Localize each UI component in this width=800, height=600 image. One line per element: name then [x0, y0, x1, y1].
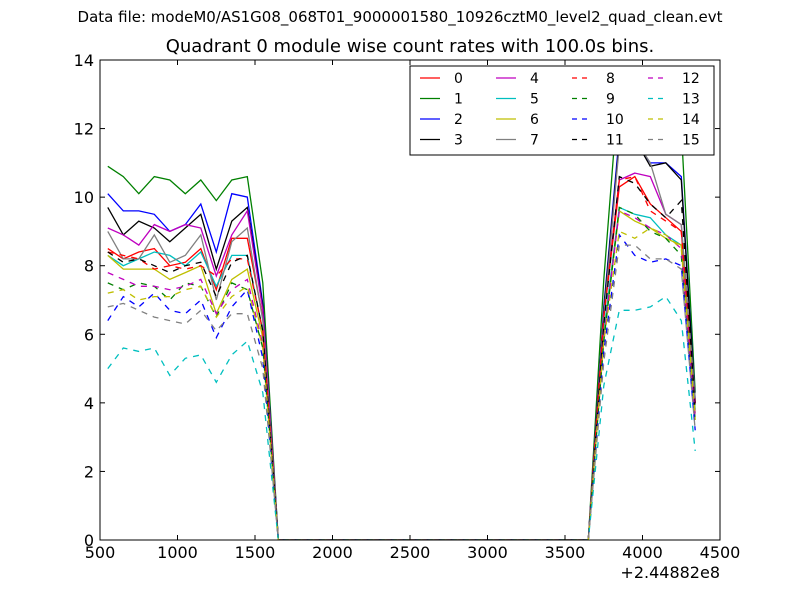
- x-tick-label: 2500: [390, 543, 431, 562]
- legend-label-13: 13: [682, 92, 700, 108]
- legend-label-12: 12: [682, 71, 700, 87]
- series-line-9: [107, 206, 696, 540]
- legend-label-7: 7: [530, 133, 539, 149]
- series-line-4: [107, 172, 696, 540]
- legend-label-9: 9: [606, 92, 615, 108]
- series-line-5: [107, 206, 696, 540]
- figure-suptitle: Data file: modeM0/AS1G08_068T01_90000015…: [77, 8, 723, 26]
- legend-label-6: 6: [530, 112, 539, 128]
- x-tick-label: 3500: [545, 543, 586, 562]
- legend-frame: [409, 65, 715, 156]
- x-tick-label: 1000: [157, 543, 198, 562]
- legend-label-4: 4: [530, 71, 539, 87]
- legend-label-8: 8: [606, 71, 615, 87]
- series-line-6: [107, 209, 696, 540]
- legend-label-10: 10: [606, 112, 624, 128]
- y-tick-label: 4: [84, 394, 94, 413]
- x-tick-label: 4500: [700, 543, 741, 562]
- y-tick-label: 8: [84, 257, 94, 276]
- series-line-2: [107, 134, 696, 540]
- y-tick-label: 6: [84, 325, 94, 344]
- x-tick-label: 1500: [235, 543, 276, 562]
- legend-label-11: 11: [606, 133, 624, 149]
- chart-title: Quadrant 0 module wise count rates with …: [165, 36, 655, 57]
- y-tick-label: 14: [74, 51, 94, 70]
- y-tick-label: 10: [74, 188, 94, 207]
- x-tick-label: 2000: [312, 543, 353, 562]
- series-line-11: [107, 175, 696, 540]
- y-tick-label: 2: [84, 462, 94, 481]
- y-tick-label: 12: [74, 120, 94, 139]
- series-line-14: [107, 227, 696, 540]
- x-tick-label: 500: [85, 543, 116, 562]
- legend-label-3: 3: [454, 133, 463, 149]
- x-axis-offset-label: +2.44882e8: [620, 563, 720, 582]
- legend-label-5: 5: [530, 92, 539, 108]
- series-line-8: [107, 175, 696, 540]
- x-tick-label: 4000: [622, 543, 663, 562]
- series-line-13: [107, 295, 696, 540]
- series-line-12: [107, 209, 696, 540]
- legend-label-0: 0: [454, 71, 463, 87]
- series-line-3: [107, 138, 696, 540]
- series-line-7: [107, 138, 696, 540]
- legend-label-1: 1: [454, 92, 463, 108]
- legend-label-14: 14: [682, 112, 700, 128]
- series-line-15: [107, 244, 696, 540]
- y-tick-label: 0: [84, 531, 94, 550]
- legend-label-2: 2: [454, 112, 463, 128]
- x-tick-label: 3000: [467, 543, 508, 562]
- legend-label-15: 15: [682, 133, 700, 149]
- axis-layer: 500 1000 1500 2000 2500 3000 3500 4000 4500 0 2 4 6 8…: [74, 51, 741, 562]
